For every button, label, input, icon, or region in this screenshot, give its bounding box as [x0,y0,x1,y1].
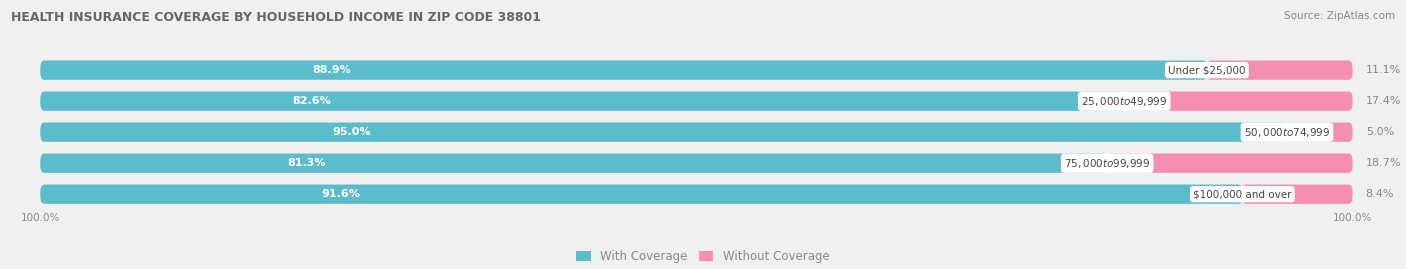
Text: 100.0%: 100.0% [21,213,60,224]
Text: 81.3%: 81.3% [288,158,326,168]
FancyBboxPatch shape [1206,61,1353,80]
FancyBboxPatch shape [41,61,1353,80]
Text: 91.6%: 91.6% [322,189,360,199]
Text: $50,000 to $74,999: $50,000 to $74,999 [1244,126,1330,139]
Legend: With Coverage, Without Coverage: With Coverage, Without Coverage [576,250,830,263]
Text: $75,000 to $99,999: $75,000 to $99,999 [1064,157,1150,170]
FancyBboxPatch shape [1286,123,1353,142]
Text: $100,000 and over: $100,000 and over [1194,189,1292,199]
Text: Under $25,000: Under $25,000 [1168,65,1246,75]
Text: 8.4%: 8.4% [1365,189,1395,199]
Text: 82.6%: 82.6% [292,96,330,106]
Text: Source: ZipAtlas.com: Source: ZipAtlas.com [1284,11,1395,21]
FancyBboxPatch shape [41,91,1125,111]
Text: 5.0%: 5.0% [1365,127,1393,137]
FancyBboxPatch shape [41,123,1353,142]
FancyBboxPatch shape [41,123,1286,142]
Text: 88.9%: 88.9% [312,65,352,75]
Text: 11.1%: 11.1% [1365,65,1400,75]
FancyBboxPatch shape [41,91,1353,111]
FancyBboxPatch shape [1243,185,1353,204]
FancyBboxPatch shape [1125,91,1353,111]
FancyBboxPatch shape [41,154,1107,173]
Text: HEALTH INSURANCE COVERAGE BY HOUSEHOLD INCOME IN ZIP CODE 38801: HEALTH INSURANCE COVERAGE BY HOUSEHOLD I… [11,11,541,24]
FancyBboxPatch shape [41,185,1243,204]
FancyBboxPatch shape [41,154,1353,173]
Text: 17.4%: 17.4% [1365,96,1402,106]
FancyBboxPatch shape [1107,154,1353,173]
Text: 18.7%: 18.7% [1365,158,1402,168]
Text: 95.0%: 95.0% [333,127,371,137]
Text: $25,000 to $49,999: $25,000 to $49,999 [1081,95,1167,108]
FancyBboxPatch shape [41,185,1353,204]
FancyBboxPatch shape [41,61,1206,80]
Text: 100.0%: 100.0% [1333,213,1372,224]
